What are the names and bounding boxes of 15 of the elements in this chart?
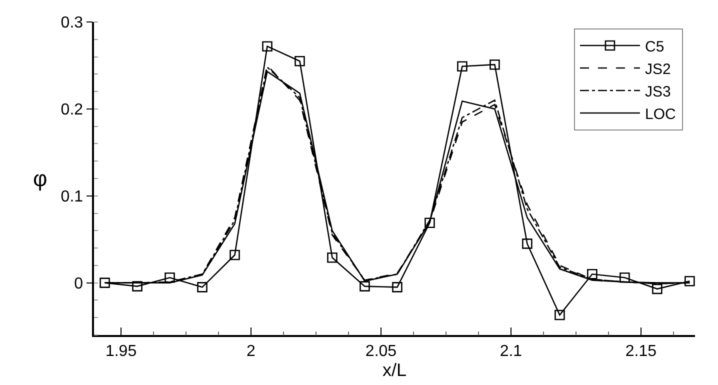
y-tick-label: 0.1 xyxy=(60,188,84,206)
x-tick-label: 2.15 xyxy=(625,342,657,360)
y-tick-label: 0.2 xyxy=(60,102,84,119)
legend-label: LOC xyxy=(644,106,676,123)
y-tick-label: 0.3 xyxy=(60,14,84,32)
x-axis-title: x/L xyxy=(382,360,407,380)
x-tick-label: 2.05 xyxy=(365,342,397,360)
legend-label: JS3 xyxy=(644,83,671,100)
y-tick-label: 0 xyxy=(74,275,84,292)
x-tick-label: 1.95 xyxy=(105,342,137,360)
legend-label: JS2 xyxy=(644,60,671,78)
legend-label: C5 xyxy=(644,38,664,56)
x-tick-label: 2 xyxy=(246,342,256,360)
x-tick-label: 2.1 xyxy=(500,342,522,360)
y-axis-title: φ xyxy=(33,166,48,191)
